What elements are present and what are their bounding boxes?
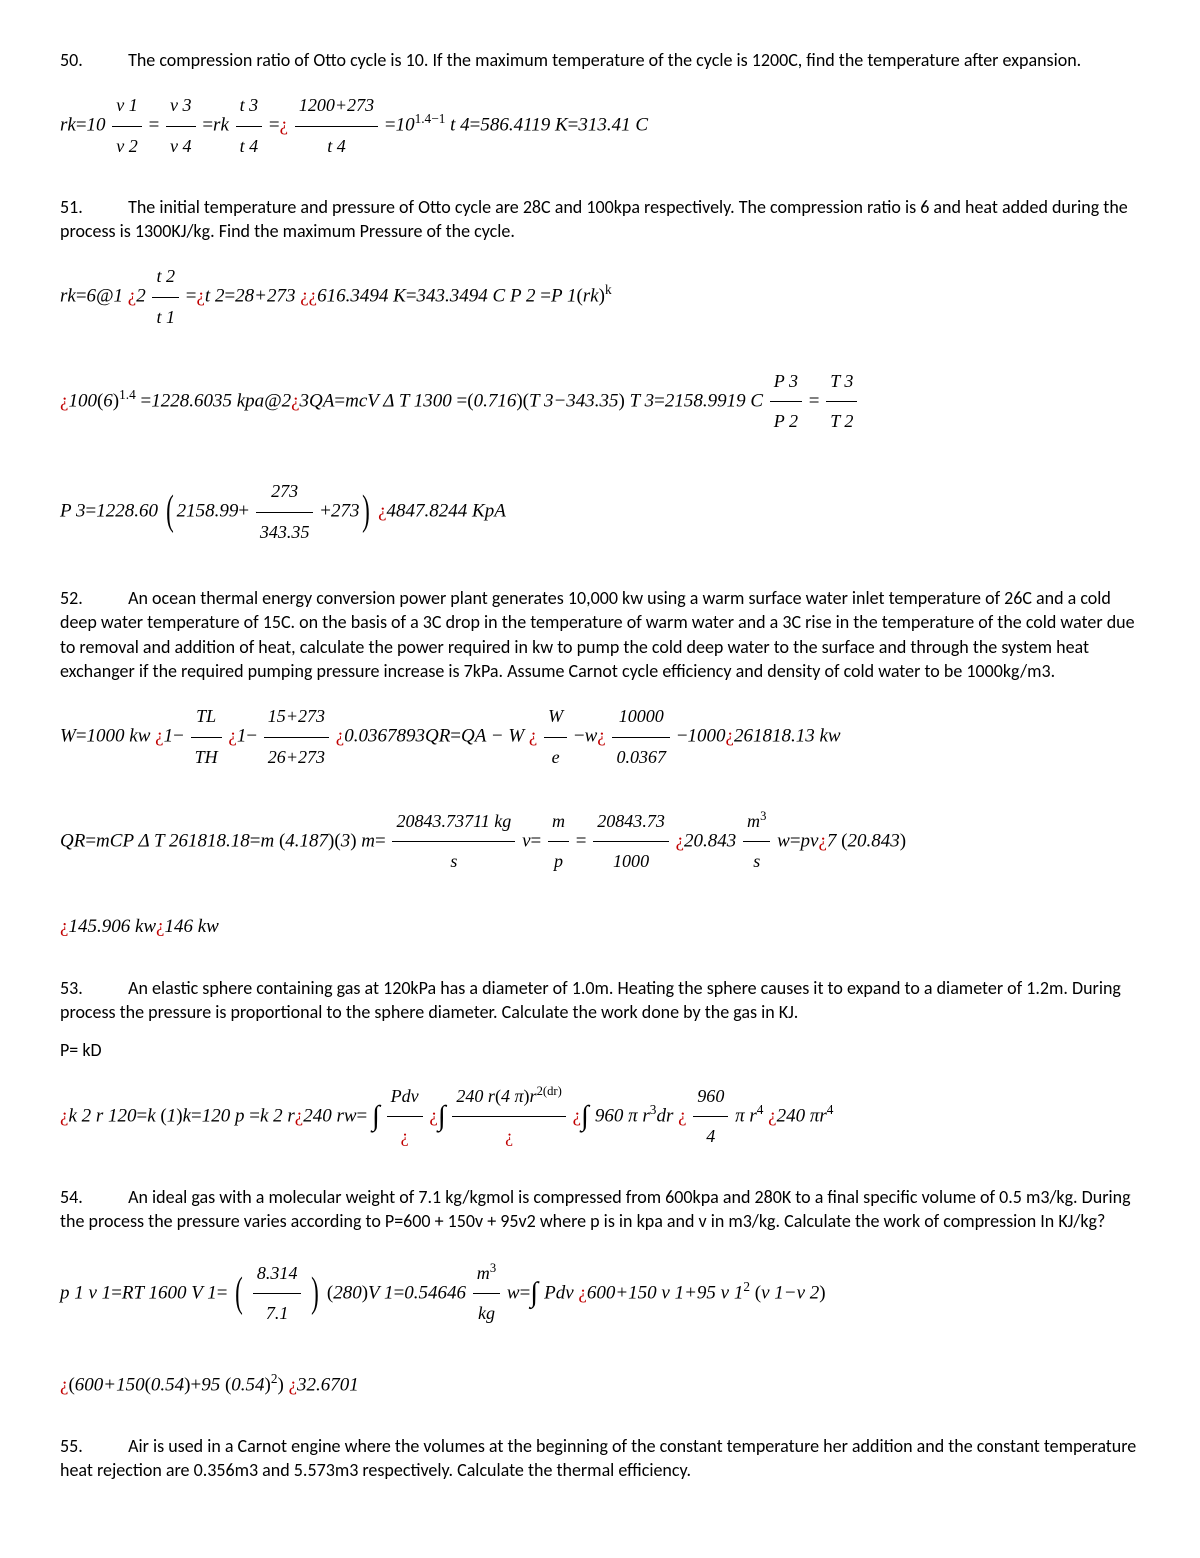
- problem-number: 54.: [60, 1185, 124, 1209]
- problem-50-text: 50. The compression ratio of Otto cycle …: [60, 48, 1140, 72]
- problem-body: An ocean thermal energy conversion power…: [60, 587, 1135, 682]
- problem-body: An elastic sphere containing gas at 120k…: [60, 977, 1121, 1023]
- problem-number: 51.: [60, 195, 124, 219]
- problem-54: 54. An ideal gas with a molecular weight…: [60, 1185, 1140, 1406]
- problem-51-text: 51. The initial temperature and pressure…: [60, 195, 1140, 244]
- problem-number: 53.: [60, 976, 124, 1000]
- problem-50-equation: rk=10 v 1v 2 = v 3v 4 =rk t 3t 4 =¿ 1200…: [60, 86, 1140, 166]
- problem-51: 51. The initial temperature and pressure…: [60, 195, 1140, 558]
- problem-55: 55. Air is used in a Carnot engine where…: [60, 1434, 1140, 1483]
- problem-54-eq1: p 1 v 1=RT 1600 V 1= ( 8.3147.1 ) (280)V…: [60, 1248, 1140, 1340]
- problem-53-pkd: P= kD: [60, 1038, 1140, 1062]
- problem-52-eq3: ¿145.906 kw¿146 kw: [60, 906, 1140, 948]
- problem-51-eq3: P 3=1228.60 (2158.99+ 273343.35 +273) ¿4…: [60, 466, 1140, 558]
- problem-52-eq2: QR=mCP Δ T 261818.18=m (4.187)(3) m= 208…: [60, 802, 1140, 882]
- problem-52-eq1: W=1000 kw ¿1− TLTH ¿1− 15+27326+273 ¿0.0…: [60, 697, 1140, 777]
- problem-52: 52. An ocean thermal energy conversion p…: [60, 586, 1140, 948]
- problem-body: An ideal gas with a molecular weight of …: [60, 1186, 1131, 1232]
- problem-54-text: 54. An ideal gas with a molecular weight…: [60, 1185, 1140, 1234]
- problem-number: 55.: [60, 1434, 124, 1458]
- problem-53: 53. An elastic sphere containing gas at …: [60, 976, 1140, 1157]
- problem-54-eq2: ¿(600+150(0.54)+95 (0.54)2) ¿32.6701: [60, 1364, 1140, 1406]
- problem-55-text: 55. Air is used in a Carnot engine where…: [60, 1434, 1140, 1483]
- problem-number: 50.: [60, 48, 124, 72]
- problem-51-eq1: rk=6@1 ¿2 t 2t 1 =¿t 2=28+273 ¿¿616.3494…: [60, 257, 1140, 337]
- problem-50: 50. The compression ratio of Otto cycle …: [60, 48, 1140, 167]
- problem-number: 52.: [60, 586, 124, 610]
- problem-51-eq2: ¿100(6)1.4 =1228.6035 kpa@2¿3QA=mcV Δ T …: [60, 362, 1140, 442]
- problem-body: The initial temperature and pressure of …: [60, 196, 1128, 242]
- problem-53-text: 53. An elastic sphere containing gas at …: [60, 976, 1140, 1025]
- problem-body: Air is used in a Carnot engine where the…: [60, 1435, 1136, 1481]
- problem-52-text: 52. An ocean thermal energy conversion p…: [60, 586, 1140, 683]
- problem-53-eq1: ¿k 2 r 120=k (1)k=120 p =k 2 r¿240 rw= ∫…: [60, 1077, 1140, 1157]
- problem-body: The compression ratio of Otto cycle is 1…: [128, 49, 1081, 71]
